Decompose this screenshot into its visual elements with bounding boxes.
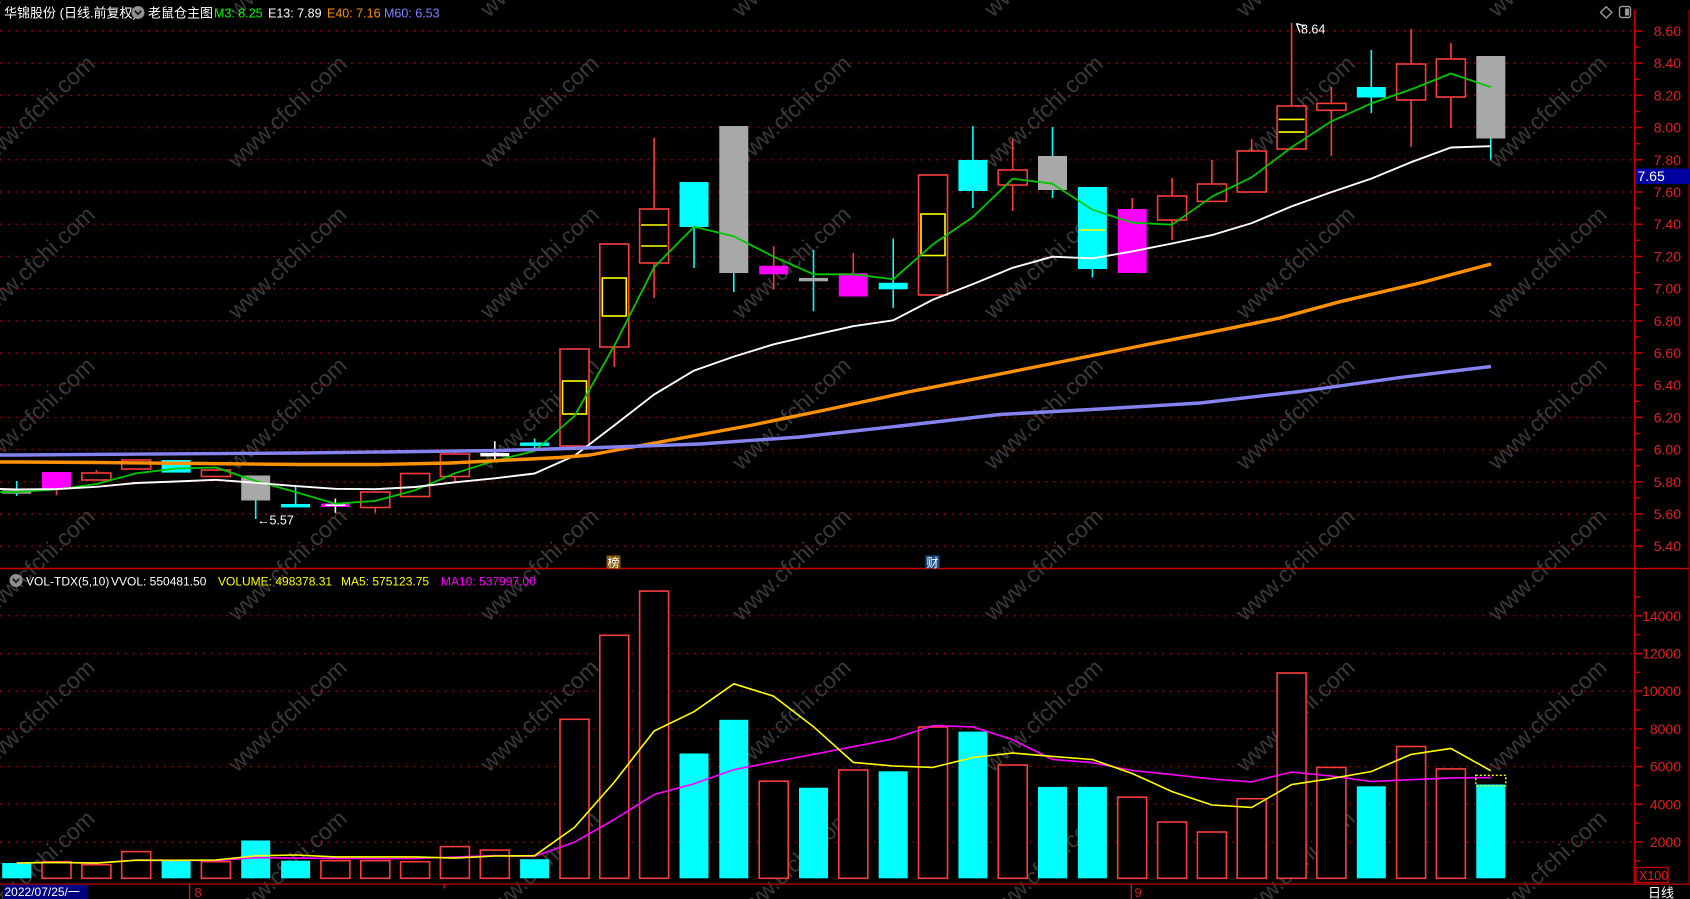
svg-text:12000: 12000 <box>1642 646 1681 662</box>
svg-text:7.60: 7.60 <box>1654 184 1681 200</box>
svg-text:老鼠仓主图: 老鼠仓主图 <box>148 6 213 21</box>
svg-text:5.40: 5.40 <box>1654 538 1681 554</box>
svg-text:7.65: 7.65 <box>1638 168 1665 184</box>
svg-text:E13: 7.89: E13: 7.89 <box>268 7 322 21</box>
svg-text:E40: 7.16: E40: 7.16 <box>327 7 381 21</box>
svg-text:6.80: 6.80 <box>1654 313 1681 329</box>
svg-text:6.40: 6.40 <box>1654 377 1681 393</box>
svg-text:←5.57: ←5.57 <box>257 514 294 528</box>
svg-text:VOLUME: 498378.31: VOLUME: 498378.31 <box>218 575 332 589</box>
svg-text:8.20: 8.20 <box>1654 87 1681 103</box>
svg-text:4000: 4000 <box>1650 796 1681 812</box>
svg-text:7.40: 7.40 <box>1654 216 1681 232</box>
svg-text:8.40: 8.40 <box>1654 55 1681 71</box>
svg-text:2022/07/25/一: 2022/07/25/一 <box>5 885 80 899</box>
svg-text:8.00: 8.00 <box>1654 120 1681 136</box>
svg-text:M3: 8.25: M3: 8.25 <box>214 7 263 21</box>
svg-text:8000: 8000 <box>1650 721 1681 737</box>
svg-text:7.20: 7.20 <box>1654 248 1681 264</box>
svg-text:华锦股份 (日线.前复权): 华锦股份 (日线.前复权) <box>4 6 137 21</box>
svg-text:VOL-TDX(5,10): VOL-TDX(5,10) <box>26 575 109 589</box>
svg-text:6.60: 6.60 <box>1654 345 1681 361</box>
svg-text:6000: 6000 <box>1650 759 1681 775</box>
svg-text:财: 财 <box>927 556 939 570</box>
svg-text:10000: 10000 <box>1642 683 1681 699</box>
svg-text:MA10: 537997.00: MA10: 537997.00 <box>441 575 536 589</box>
svg-text:5.60: 5.60 <box>1654 506 1681 522</box>
svg-text:9: 9 <box>1135 885 1142 899</box>
svg-text:8.64: 8.64 <box>1301 23 1325 37</box>
svg-text:6.20: 6.20 <box>1654 409 1681 425</box>
svg-text:MA5: 575123.75: MA5: 575123.75 <box>341 575 429 589</box>
svg-text:X100: X100 <box>1639 869 1668 883</box>
svg-text:8: 8 <box>195 885 202 899</box>
svg-text:VVOL: 550481.50: VVOL: 550481.50 <box>111 575 207 589</box>
svg-text:2000: 2000 <box>1650 834 1681 850</box>
svg-text:14000: 14000 <box>1642 608 1681 624</box>
svg-text:5.80: 5.80 <box>1654 474 1681 490</box>
svg-text:8.60: 8.60 <box>1654 23 1681 39</box>
svg-text:榜: 榜 <box>608 555 620 570</box>
svg-text:M60: 6.53: M60: 6.53 <box>384 7 440 21</box>
svg-text:日线: 日线 <box>1648 886 1674 899</box>
svg-text:7.80: 7.80 <box>1654 152 1681 168</box>
svg-text:7.00: 7.00 <box>1654 281 1681 297</box>
svg-text:6.00: 6.00 <box>1654 442 1681 458</box>
